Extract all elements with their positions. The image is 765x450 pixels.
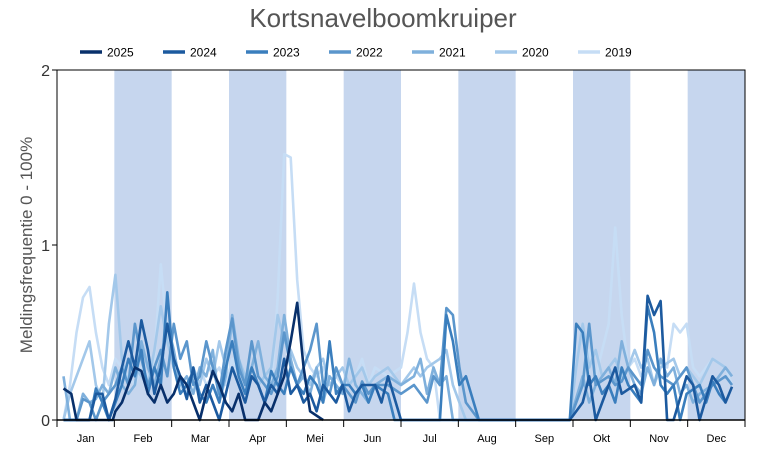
y-axis-label: Meldingsfrequentie 0 - 100% <box>17 137 36 353</box>
shade-aug <box>458 70 516 420</box>
y-tick-label: 0 <box>41 413 50 430</box>
y-tick-label: 2 <box>41 63 50 80</box>
x-tick-label-jul: Jul <box>423 433 437 445</box>
x-tick-label-jan: Jan <box>77 433 95 445</box>
x-tick-label-mar: Mar <box>191 433 210 445</box>
chart-title: Kortsnavelboomkruiper <box>249 3 517 33</box>
legend-label-2025: 2025 <box>107 46 134 60</box>
x-tick-label-apr: Apr <box>249 433 266 445</box>
series-line-2024 <box>63 294 734 422</box>
shade-dec <box>687 70 745 420</box>
shade-okt <box>573 70 631 420</box>
series-lines <box>62 152 734 422</box>
x-tick-label-dec: Dec <box>707 433 727 445</box>
shade-jun <box>343 70 401 420</box>
legend: 2025 2024 2023 2022 2021 2020 2019 <box>80 46 632 60</box>
legend-label-2024: 2024 <box>190 46 217 60</box>
legend-label-2019: 2019 <box>605 46 632 60</box>
x-tick-label-aug: Aug <box>477 433 497 445</box>
legend-label-2021: 2021 <box>439 46 466 60</box>
x-tick-label-nov: Nov <box>649 433 669 445</box>
x-tick-label-mei: Mei <box>306 433 324 445</box>
x-tick-label-sep: Sep <box>535 433 555 445</box>
legend-label-2020: 2020 <box>522 46 549 60</box>
x-tick-label-feb: Feb <box>134 433 153 445</box>
series-line-2025 <box>62 301 324 422</box>
month-shading <box>114 70 745 420</box>
x-ticks: Jan Feb Mar Apr Mei Jun Jul Aug Sep Okt Nov Dec <box>56 420 746 445</box>
legend-label-2022: 2022 <box>356 46 383 60</box>
legend-label-2023: 2023 <box>273 46 300 60</box>
x-tick-label-okt: Okt <box>593 433 610 445</box>
y-ticks: 0 1 2 <box>41 63 57 430</box>
y-tick-label: 1 <box>41 238 50 255</box>
x-tick-label-jun: Jun <box>363 433 381 445</box>
